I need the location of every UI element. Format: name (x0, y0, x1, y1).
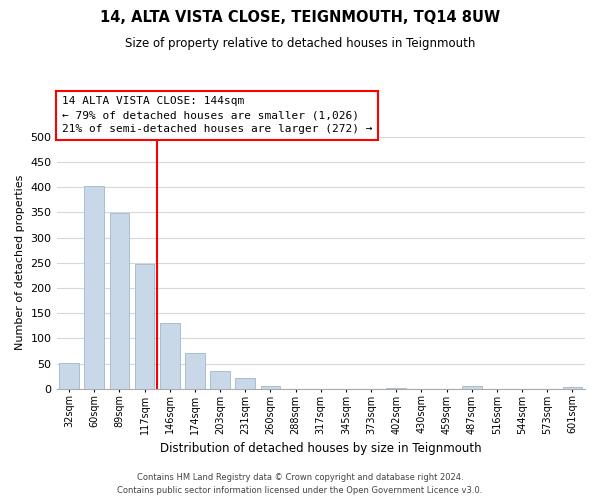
Bar (210, 371, 230, 388)
Text: 14 ALTA VISTA CLOSE: 144sqm
← 79% of detached houses are smaller (1,026)
21% of : 14 ALTA VISTA CLOSE: 144sqm ← 79% of det… (62, 96, 373, 134)
Bar (59, 362, 79, 388)
Text: Contains HM Land Registry data © Crown copyright and database right 2024.
Contai: Contains HM Land Registry data © Crown c… (118, 473, 482, 495)
Bar (235, 378, 255, 388)
Text: Size of property relative to detached houses in Teignmouth: Size of property relative to detached ho… (125, 38, 475, 51)
Bar (185, 353, 205, 388)
X-axis label: Distribution of detached houses by size in Teignmouth: Distribution of detached houses by size … (160, 442, 482, 455)
Y-axis label: Number of detached properties: Number of detached properties (15, 175, 25, 350)
Bar (110, 214, 129, 388)
Bar (85, 186, 104, 388)
Bar (160, 323, 179, 388)
Text: 14, ALTA VISTA CLOSE, TEIGNMOUTH, TQ14 8UW: 14, ALTA VISTA CLOSE, TEIGNMOUTH, TQ14 8… (100, 10, 500, 25)
Bar (563, 387, 582, 388)
Bar (135, 264, 154, 388)
Bar (260, 386, 280, 388)
Bar (462, 386, 482, 388)
